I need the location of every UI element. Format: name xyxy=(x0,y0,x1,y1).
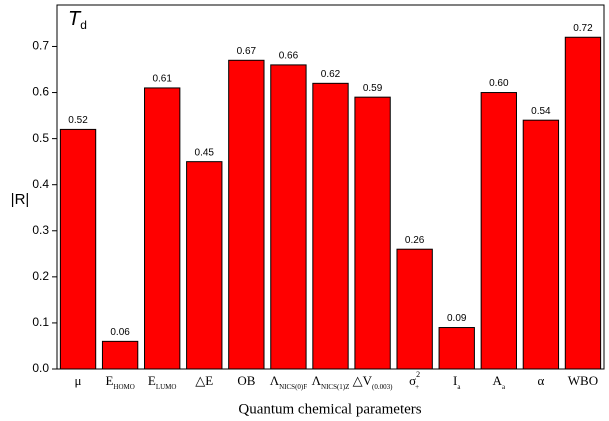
x-tick-label: WBO xyxy=(568,373,598,388)
x-tick-label: ΛNICS(0)F xyxy=(270,373,308,391)
category-base: σ xyxy=(409,373,416,388)
category-subscript: a xyxy=(502,383,506,391)
bar xyxy=(312,82,349,370)
bar xyxy=(480,92,517,370)
y-tick-label: 0.6 xyxy=(32,85,49,99)
bar xyxy=(101,340,139,370)
value-label: 0.72 xyxy=(573,23,593,34)
x-tick-label: △V(0.003) xyxy=(353,373,393,391)
category-subscript: NICS(1)Z xyxy=(321,383,349,391)
category-base: α xyxy=(537,373,544,388)
y-tick-label: 0.7 xyxy=(32,39,49,53)
value-label: 0.66 xyxy=(279,51,299,62)
bar xyxy=(228,59,265,370)
value-label: 0.52 xyxy=(68,115,88,126)
x-tick-label: △E xyxy=(195,373,213,388)
category-subscript: HOMO xyxy=(113,383,134,391)
category-base: μ xyxy=(75,373,82,388)
category-subscript: (0.003) xyxy=(372,383,393,391)
y-tick-label: 0.4 xyxy=(32,177,49,191)
x-tick-label: Ia xyxy=(453,373,461,391)
title-base: T xyxy=(68,8,82,30)
category-base: WBO xyxy=(568,373,598,388)
bar xyxy=(564,36,602,370)
bar xyxy=(59,128,97,370)
category-base: OB xyxy=(237,373,255,388)
y-tick-label: 0.3 xyxy=(32,223,49,237)
y-tick-label: 0.5 xyxy=(32,131,49,145)
x-tick-label: ELUMO xyxy=(148,373,177,391)
bar xyxy=(396,248,433,370)
bar xyxy=(522,119,560,370)
category-base: E xyxy=(105,373,113,388)
bar xyxy=(270,64,307,370)
bar xyxy=(354,96,391,370)
y-tick-label: 0.1 xyxy=(32,315,49,329)
category-base: A xyxy=(493,373,503,388)
value-label: 0.60 xyxy=(489,78,509,89)
category-subscript: a xyxy=(457,383,461,391)
x-tick-label: σ2 + xyxy=(409,370,420,391)
y-axis-label: |R| xyxy=(11,191,30,208)
chart-title: Td xyxy=(68,8,87,32)
category-base: △V xyxy=(353,373,373,388)
value-label: 0.62 xyxy=(321,69,341,80)
category-base: △E xyxy=(195,373,213,388)
title-subscript: d xyxy=(80,18,87,32)
x-tick-label: EHOMO xyxy=(105,373,134,391)
bar xyxy=(438,327,475,370)
category-base: Λ xyxy=(270,373,280,388)
category-subscript: NICS(0)F xyxy=(279,383,307,391)
category-base: E xyxy=(148,373,156,388)
value-label: 0.61 xyxy=(152,74,172,85)
y-tick-label: 0.0 xyxy=(32,361,49,375)
category-subscript: LUMO xyxy=(156,383,177,391)
value-label: 0.09 xyxy=(447,313,467,324)
category-base: I xyxy=(453,373,457,388)
x-tick-label: OB xyxy=(237,373,255,388)
category-superscript: 2 xyxy=(416,370,420,379)
y-tick-label: 0.2 xyxy=(32,269,49,283)
x-tick-label: α xyxy=(537,373,544,388)
x-tick-label: Aa xyxy=(493,373,506,391)
category-subscript: + xyxy=(415,383,419,391)
value-label: 0.54 xyxy=(531,106,551,117)
category-base: Λ xyxy=(312,373,322,388)
bar xyxy=(144,87,181,370)
value-label: 0.06 xyxy=(110,327,130,338)
value-label: 0.45 xyxy=(195,147,215,158)
x-tick-label: μ xyxy=(75,373,82,388)
value-label: 0.26 xyxy=(405,235,425,246)
x-axis-label: Quantum chemical parameters xyxy=(238,401,421,417)
bar xyxy=(186,161,223,370)
x-tick-label: ΛNICS(1)Z xyxy=(312,373,350,391)
value-label: 0.67 xyxy=(237,46,257,57)
value-label: 0.59 xyxy=(363,83,383,94)
